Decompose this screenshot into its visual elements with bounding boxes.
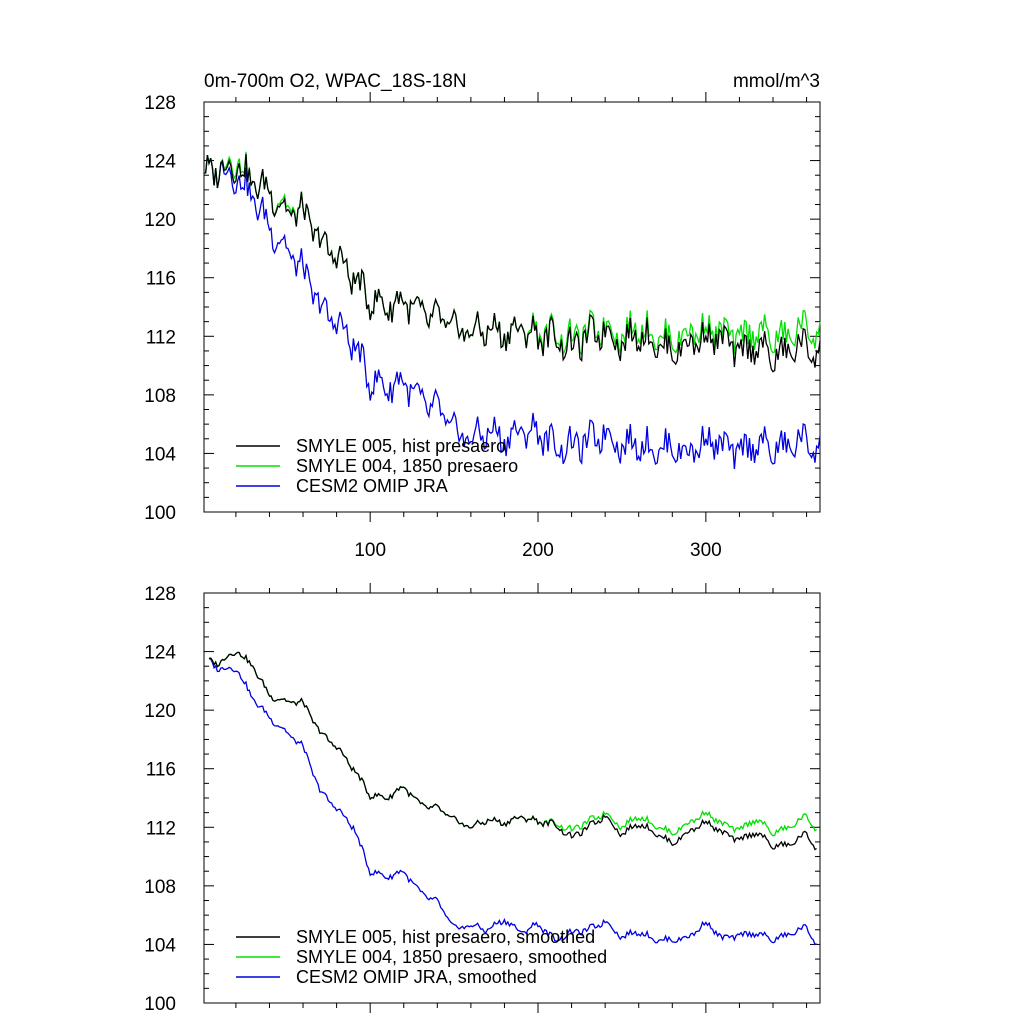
- y-tick-label: 104: [144, 444, 176, 465]
- y-tick-label: 128: [144, 93, 176, 114]
- legend-label: SMYLE 005, hist presaero, smoothed: [296, 927, 595, 947]
- y-tick-label: 116: [146, 760, 176, 781]
- chart-title: 0m-700m O2, WPAC_18S-18N: [204, 71, 467, 92]
- bottom-panel: 100 104 108 112 116 120 124 128 SMYLE 005, hist …: [144, 583, 821, 1015]
- series-line: [203, 154, 821, 373]
- y-tick-label: 112: [146, 818, 176, 839]
- y-tick-label: 108: [144, 877, 176, 898]
- y-tick-label: 128: [144, 584, 176, 605]
- y-tick-label: 120: [144, 701, 176, 722]
- legend-label: CESM2 OMIP JRA: [296, 476, 448, 496]
- y-tick-label: 112: [146, 327, 176, 348]
- legend-label: CESM2 OMIP JRA, smoothed: [296, 967, 537, 987]
- legend-label: SMYLE 005, hist presaero: [296, 436, 506, 456]
- units-label: mmol/m^3: [733, 71, 820, 92]
- y-tick-label: 108: [144, 386, 176, 407]
- y-tick-label: 116: [146, 269, 176, 290]
- y-tick-label: 120: [144, 210, 176, 231]
- series-line: [203, 154, 821, 469]
- y-tick-label: 100: [144, 994, 176, 1015]
- y-tick-label: 100: [144, 503, 176, 524]
- series-line: [208, 657, 817, 946]
- y-tick-label: 104: [144, 935, 176, 956]
- series-line: [208, 651, 817, 837]
- top-panel: 0m-700m O2, WPAC_18S-18N mmol/m^3 100 104…: [144, 71, 821, 561]
- y-tick-label: 124: [144, 152, 176, 173]
- x-tick-label: 100: [354, 540, 386, 561]
- x-tick-label: 300: [690, 540, 722, 561]
- legend-label: SMYLE 004, 1850 presaero: [296, 456, 518, 476]
- legend-label: SMYLE 004, 1850 presaero, smoothed: [296, 947, 607, 967]
- x-tick-label: 200: [522, 540, 554, 561]
- series-line: [208, 651, 817, 851]
- y-tick-label: 124: [144, 643, 176, 664]
